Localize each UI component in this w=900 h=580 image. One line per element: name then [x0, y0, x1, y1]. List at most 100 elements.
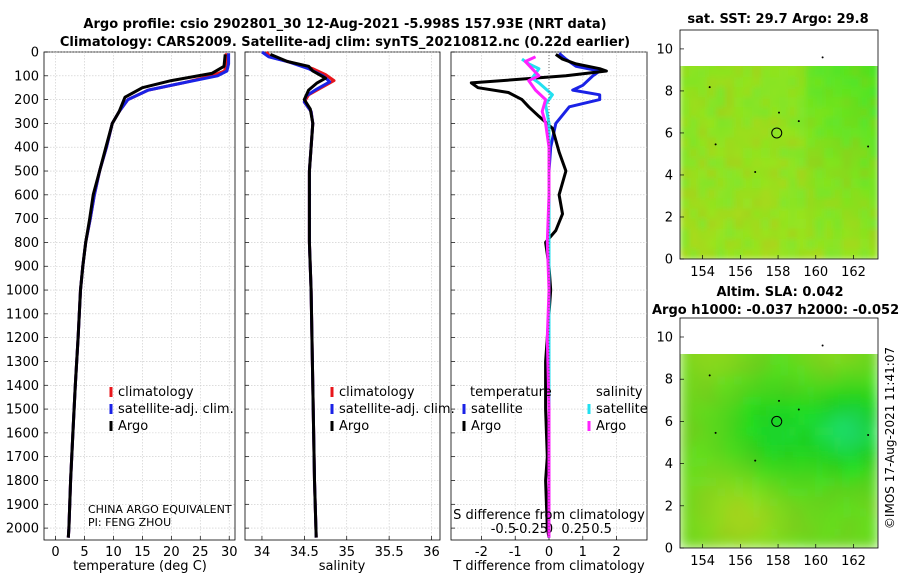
sla-cell	[833, 355, 843, 366]
temperature-legend-label: Argo	[118, 419, 148, 434]
sla-cell	[815, 477, 825, 488]
sst-cell	[842, 97, 852, 108]
sst-cell	[869, 66, 878, 68]
sst-cell	[788, 117, 798, 129]
sla-cell	[725, 456, 735, 468]
sla-cell	[842, 517, 852, 529]
sst-cell	[689, 87, 699, 98]
depth-tick-label: 1500	[6, 403, 39, 418]
sla-cell	[734, 537, 744, 548]
sst-cell	[725, 77, 735, 88]
sla-cell	[707, 487, 717, 498]
sla-cell	[797, 416, 807, 427]
sla-cell	[869, 416, 878, 427]
sst-cell	[806, 67, 816, 78]
depth-tick-label: 0	[31, 46, 39, 61]
sst-cell	[869, 248, 878, 259]
sst-cell	[788, 238, 798, 250]
sst-cell	[815, 238, 825, 250]
sla-cell	[707, 507, 717, 519]
sla-cell	[779, 416, 789, 427]
sla-cell	[797, 375, 807, 387]
sla-cell	[734, 405, 744, 417]
sla-cell	[833, 497, 843, 508]
sst-cell	[761, 188, 771, 199]
sla-cell	[833, 354, 843, 356]
sla-cell	[779, 466, 789, 478]
sla-cell	[716, 527, 726, 539]
sst-cell	[788, 158, 798, 169]
sla-cell	[689, 507, 699, 519]
sst-cell	[734, 188, 744, 199]
sla-cell	[851, 537, 861, 548]
sst-cell	[851, 127, 861, 139]
sla-cell	[761, 517, 771, 529]
sla-cell	[842, 446, 852, 458]
sla-cell	[689, 426, 699, 437]
sla-cell	[698, 426, 708, 437]
sla-speck	[867, 434, 870, 436]
salinity-axes-box	[244, 51, 441, 541]
sla-cell	[689, 527, 699, 539]
sst-cell	[698, 127, 708, 139]
sla-cell	[752, 487, 762, 498]
sla-cell	[734, 487, 744, 498]
sst-cell	[806, 228, 816, 240]
sst-cell	[824, 77, 834, 88]
sla-cell	[680, 537, 690, 548]
sst-cell	[779, 147, 789, 159]
sst-cell	[869, 208, 878, 220]
sst-cell	[815, 117, 825, 129]
sst-cell	[689, 188, 699, 199]
sst-ytick-label: 2	[665, 210, 673, 225]
depth-tick-label: 600	[14, 188, 39, 203]
diff-legend-temperature-label: satellite	[471, 402, 523, 417]
sst-cell	[743, 66, 753, 68]
sst-cell	[770, 208, 780, 220]
sst-cell	[725, 137, 735, 149]
sla-cell	[806, 527, 816, 539]
sla-cell	[752, 385, 762, 397]
sst-cell	[797, 107, 807, 119]
sla-cell	[842, 395, 852, 407]
sst-cell	[833, 158, 843, 169]
sla-cell	[680, 477, 690, 488]
diff-legend-temperature-label: Argo	[471, 419, 501, 434]
sla-cell	[743, 466, 753, 478]
sla-cell	[779, 436, 789, 448]
temp-xtick-label: 25	[192, 545, 209, 560]
sst-cell	[680, 248, 690, 259]
sst-cell	[725, 238, 735, 250]
diff-legend-title-salinity: salinity	[596, 385, 643, 400]
sla-cell	[707, 354, 717, 356]
sst-cell	[752, 158, 762, 169]
sst-cell	[761, 67, 771, 78]
sst-cell	[770, 77, 780, 88]
sst-cell	[743, 198, 753, 210]
sst-cell	[725, 67, 735, 78]
sst-cell	[707, 147, 717, 159]
sst-cell	[752, 66, 762, 68]
sst-cell	[851, 228, 861, 240]
sla-cell	[716, 355, 726, 366]
sst-cell	[779, 198, 789, 210]
sst-cell	[842, 168, 852, 179]
sst-xtick-label: 160	[803, 265, 828, 280]
sst-cell	[689, 66, 699, 68]
sst-cell	[734, 158, 744, 169]
sla-cell	[743, 354, 753, 356]
sst-cell	[680, 198, 690, 210]
sst-cell	[842, 188, 852, 199]
sla-argo-position-marker	[771, 415, 783, 427]
sst-cell	[824, 87, 834, 98]
sst-speck	[754, 171, 757, 173]
sla-cell	[761, 456, 771, 468]
diff-xtick-label: -1	[509, 545, 522, 560]
sla-cell	[734, 354, 744, 356]
sst-cell	[752, 127, 762, 139]
sla-cell	[788, 446, 798, 458]
sla-cell	[734, 446, 744, 458]
sst-cell	[743, 238, 753, 250]
sst-speck	[778, 111, 780, 114]
